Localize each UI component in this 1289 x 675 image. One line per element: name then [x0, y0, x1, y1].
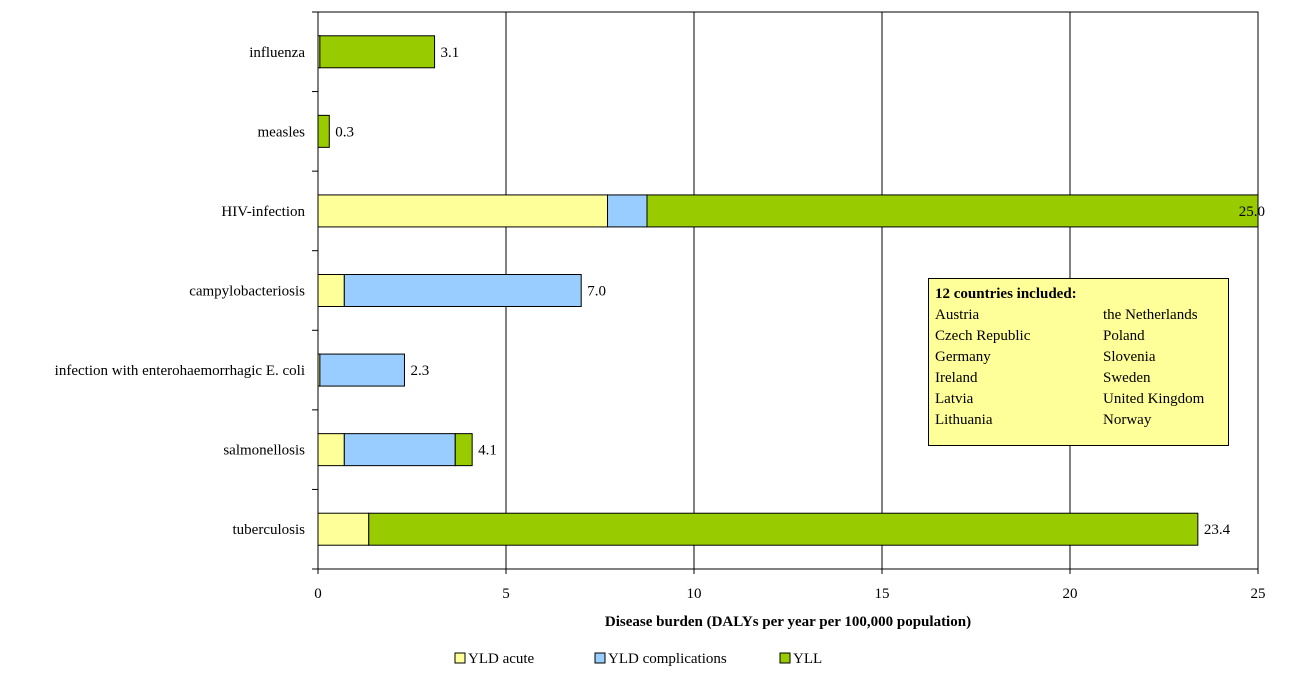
country-left: Latvia: [935, 391, 974, 407]
x-tick-label: 20: [1063, 586, 1078, 602]
bar-segment: [317, 274, 345, 307]
bar-segment: [343, 274, 582, 307]
country-left: Austria: [935, 307, 980, 323]
country-right: Norway: [1103, 412, 1152, 428]
x-tick-label: 15: [875, 586, 890, 602]
country-right: Poland: [1103, 328, 1145, 344]
value-label: 0.3: [335, 124, 354, 140]
category-label: salmonellosis: [223, 443, 305, 459]
countries-info-box: 12 countries included: Austria the Nether…: [928, 278, 1229, 446]
category-label: HIV-infection: [221, 204, 305, 220]
country-right: Slovenia: [1103, 349, 1156, 365]
category-label: influenza: [249, 45, 305, 61]
bar-segment: [368, 512, 1199, 546]
country-left: Ireland: [935, 370, 978, 386]
bar-segment: [317, 194, 609, 228]
info-box-row: Latvia United Kingdom: [935, 389, 1222, 410]
bar-segment: [319, 353, 405, 387]
bars: [317, 35, 1259, 546]
country-left: Lithuania: [935, 412, 993, 428]
bar-segment: [646, 194, 1259, 228]
x-tick-label: 5: [502, 586, 510, 602]
category-label: infection with enterohaemorrhagic E. col…: [55, 363, 305, 379]
value-label: 23.4: [1204, 522, 1231, 538]
value-label: 3.1: [441, 45, 460, 61]
bar-segment: [317, 512, 370, 546]
legend-swatch: [454, 652, 466, 664]
bar-segment: [319, 35, 436, 69]
bar-segment: [607, 194, 648, 228]
info-box-row: Czech Republic Poland: [935, 326, 1222, 347]
bar-segment: [317, 114, 330, 148]
info-box-title: 12 countries included:: [935, 286, 1077, 302]
legend-label: YLL: [793, 651, 822, 667]
x-tick-label: 0: [314, 586, 322, 602]
country-left: Czech Republic: [935, 328, 1031, 344]
info-box-row: Lithuania Norway: [935, 410, 1222, 431]
labels: 0 5 10 15 20 25 tuberculosis 23.4 salmonellosis 4…: [55, 45, 1266, 602]
category-label: tuberculosis: [233, 522, 306, 538]
x-axis-title: Disease burden (DALYs per year per 100,0…: [605, 614, 971, 630]
legend-label: YLD complications: [608, 651, 727, 667]
info-box-row: Ireland Sweden: [935, 368, 1222, 389]
value-label: 2.3: [410, 363, 429, 379]
legend-swatch: [594, 652, 606, 664]
country-right: Sweden: [1103, 370, 1151, 386]
bar-segment: [343, 433, 456, 467]
legend-swatch: [779, 652, 791, 664]
legend: YLD acute YLD complications YLL: [454, 651, 822, 667]
bar-segment: [317, 433, 345, 467]
value-label: 4.1: [478, 443, 497, 459]
value-label: 25.0: [1239, 204, 1265, 220]
country-right: United Kingdom: [1103, 391, 1205, 407]
info-box-row: Austria the Netherlands: [935, 305, 1222, 326]
axes: [312, 11, 1259, 574]
bar-segment: [454, 433, 473, 467]
x-tick-label: 25: [1251, 586, 1266, 602]
country-right: the Netherlands: [1103, 307, 1198, 323]
x-tick-label: 10: [687, 586, 702, 602]
legend-label: YLD acute: [468, 651, 535, 667]
category-label: measles: [258, 124, 306, 140]
info-box-row: Germany Slovenia: [935, 347, 1222, 368]
country-left: Germany: [935, 349, 991, 365]
value-label: 7.0: [587, 284, 606, 300]
category-label: campylobacteriosis: [189, 284, 305, 300]
